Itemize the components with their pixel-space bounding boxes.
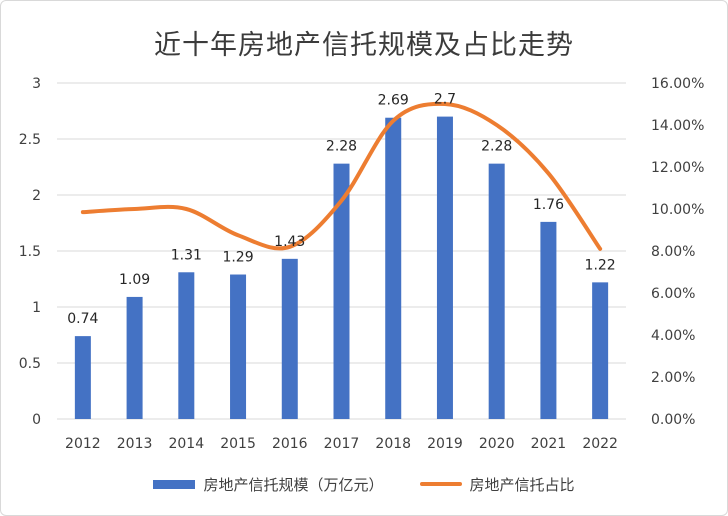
bar-data-label: 1.09 bbox=[119, 272, 150, 288]
y-left-tick-label: 2 bbox=[32, 188, 41, 204]
x-tick-label: 2021 bbox=[531, 436, 567, 452]
bar bbox=[488, 163, 505, 419]
bar bbox=[385, 117, 402, 419]
y-right-tick-label: 16.00% bbox=[651, 76, 704, 92]
bar bbox=[540, 221, 557, 419]
bar bbox=[230, 274, 247, 419]
y-right-tick-label: 14.00% bbox=[651, 118, 704, 134]
y-left-tick-label: 0.5 bbox=[19, 356, 41, 372]
bar-data-label: 1.76 bbox=[533, 197, 564, 213]
chart-title: 近十年房地产信托规模及占比走势 bbox=[154, 30, 574, 61]
bar bbox=[281, 258, 298, 419]
x-tick-label: 2017 bbox=[324, 436, 360, 452]
x-tick-label: 2020 bbox=[479, 436, 515, 452]
legend-bar-label: 房地产信托规模（万亿元） bbox=[203, 475, 384, 494]
y-left-tick-label: 1.5 bbox=[19, 244, 41, 260]
chart-plot: 0 0.5 1 1.5 2 2.5 3 0.00% 2.00% 4.00% 6.00% 8.00% 10… bbox=[19, 76, 705, 452]
x-tick-label: 2019 bbox=[427, 436, 463, 452]
legend-line-swatch bbox=[419, 482, 462, 486]
bar-data-label: 0.74 bbox=[67, 311, 98, 327]
y-left-tick-label: 0 bbox=[32, 412, 41, 428]
bar bbox=[178, 272, 195, 419]
legend-item-line: 房地产信托占比 bbox=[419, 474, 575, 495]
bar bbox=[592, 282, 609, 419]
bar-data-label: 2.28 bbox=[326, 139, 357, 155]
bar bbox=[333, 163, 350, 419]
x-tick-label: 2016 bbox=[272, 436, 308, 452]
y-right-tick-label: 2.00% bbox=[651, 370, 695, 386]
x-tick-label: 2018 bbox=[375, 436, 411, 452]
x-tick-label: 2022 bbox=[582, 436, 618, 452]
legend-item-bar: 房地产信托规模（万亿元） bbox=[153, 474, 384, 495]
y-right-tick-label: 12.00% bbox=[651, 160, 704, 176]
x-tick-label: 2013 bbox=[117, 436, 153, 452]
bar bbox=[126, 296, 143, 419]
bar bbox=[436, 116, 453, 419]
bar-data-label: 1.22 bbox=[585, 257, 616, 273]
bar-data-label: 2.69 bbox=[378, 93, 409, 109]
bar-data-label: 2.7 bbox=[434, 92, 456, 108]
y-left-tick-label: 2.5 bbox=[19, 132, 41, 148]
x-tick-label: 2014 bbox=[168, 436, 204, 452]
series-line bbox=[80, 101, 603, 251]
y-right-tick-label: 0.00% bbox=[651, 412, 695, 428]
chart-legend: 房地产信托规模（万亿元） 房地产信托占比 bbox=[1, 472, 727, 496]
y-right-tick-label: 8.00% bbox=[651, 244, 695, 260]
bar-data-label: 1.43 bbox=[274, 234, 305, 250]
y-left-tick-label: 1 bbox=[32, 300, 41, 316]
bar-data-label: 1.31 bbox=[171, 247, 202, 263]
x-tick-label: 2012 bbox=[65, 436, 101, 452]
y-left-tick-label: 3 bbox=[32, 76, 41, 92]
bar-data-label: 2.28 bbox=[481, 139, 512, 155]
legend-bar-swatch bbox=[153, 479, 196, 489]
y-right-tick-label: 4.00% bbox=[651, 328, 695, 344]
y-right-tick-label: 6.00% bbox=[651, 286, 695, 302]
y-right-tick-label: 10.00% bbox=[651, 202, 704, 218]
bar bbox=[74, 336, 91, 419]
bar-data-label: 1.29 bbox=[222, 250, 253, 266]
x-tick-label: 2015 bbox=[220, 436, 256, 452]
legend-line-label: 房地产信托占比 bbox=[469, 475, 575, 494]
